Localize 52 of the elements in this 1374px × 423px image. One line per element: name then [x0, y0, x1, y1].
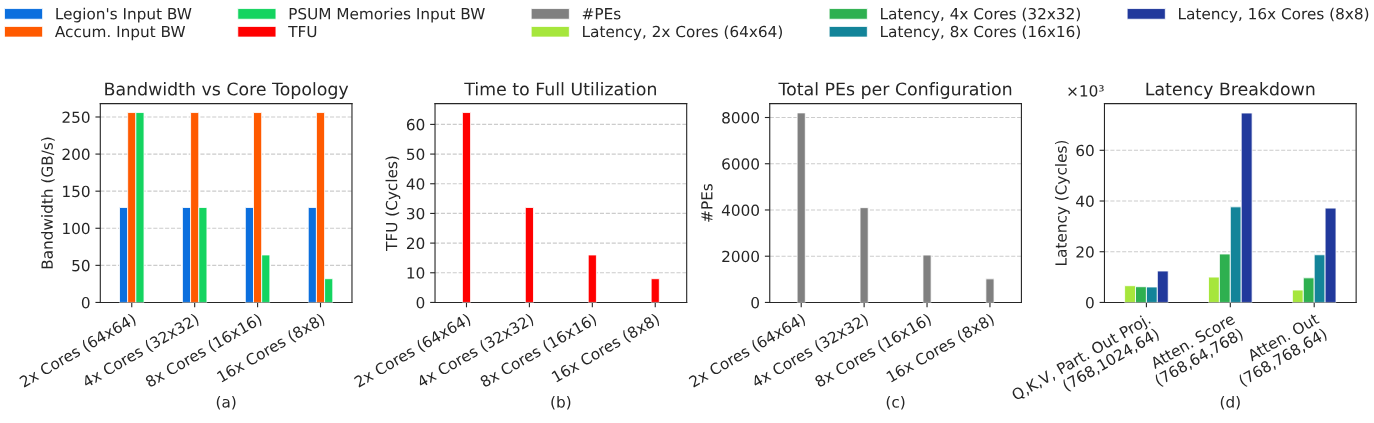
- text: ×10³: [1068, 85, 1104, 97]
- bar: [796, 112, 806, 303]
- text: (b): [551, 395, 571, 410]
- y-tick-label: 150: [63, 185, 90, 198]
- y-tick-label: 20: [1076, 246, 1094, 258]
- y-tick-label: 100: [63, 222, 90, 235]
- bar: [587, 254, 597, 303]
- y-tick-label: 8000: [722, 111, 760, 124]
- bar: [859, 207, 869, 303]
- y-tick-label: 50: [407, 148, 425, 161]
- legend-label: PSUM Memories Input BW: [289, 7, 485, 23]
- legend-label: Latency, 2x Cores (64x64): [583, 25, 782, 41]
- legend-label: Legion's Input BW: [56, 7, 192, 23]
- chart-title: Total PEs per Configuration: [778, 82, 1012, 99]
- legend-label: TFU: [288, 25, 317, 38]
- text: (a): [216, 395, 236, 410]
- legend-label: Latency, 4x Cores (32x32): [881, 7, 1080, 23]
- y-tick-label: 2000: [722, 250, 760, 263]
- y-tick-label: 200: [62, 148, 90, 161]
- bar: [461, 112, 471, 303]
- y-tick-label: 6000: [722, 158, 760, 170]
- y-axis-title: #PEs: [701, 183, 713, 222]
- legend-label: Latency, 8x Cores (16x16): [881, 25, 1080, 41]
- y-tick-label: 40: [1076, 195, 1094, 208]
- legend-label: Latency, 16x Cores (8x8): [1179, 7, 1369, 23]
- chart-title: Time to Full Utilization: [464, 82, 656, 96]
- y-tick-label: 60: [1076, 144, 1094, 157]
- y-tick-label: 40: [406, 178, 425, 190]
- y-tick-label: 60: [406, 118, 425, 131]
- y-tick-label: 10: [407, 267, 425, 279]
- text: (c): [886, 395, 905, 410]
- y-axis-title: TFU (Cycles): [385, 156, 401, 251]
- y-tick-label: 0: [751, 296, 760, 309]
- bar: [985, 278, 995, 303]
- bar: [650, 278, 660, 303]
- y-tick-label: 30: [407, 207, 425, 220]
- y-axis-title: Latency (Cycles): [1054, 140, 1070, 265]
- y-tick-label: 0: [416, 296, 425, 309]
- legend-label: #PEs: [582, 8, 621, 20]
- y-axis-title: Bandwidth (GB/s): [41, 137, 55, 269]
- y-tick-label: 50: [72, 259, 90, 272]
- y-tick-label: 250: [62, 111, 90, 124]
- bar: [524, 207, 534, 303]
- bar: [922, 254, 932, 303]
- chart-title: Bandwidth vs Core Topology: [105, 82, 349, 99]
- y-tick-label: 4000: [721, 204, 760, 216]
- y-tick-label: 0: [1086, 296, 1094, 309]
- chart-title: Latency Breakdown: [1146, 82, 1315, 99]
- legend-label: Accum. Input BW: [54, 25, 186, 41]
- y-tick-label: 20: [406, 237, 425, 250]
- y-tick-label: 0: [81, 296, 90, 309]
- text: (d): [1220, 395, 1240, 410]
